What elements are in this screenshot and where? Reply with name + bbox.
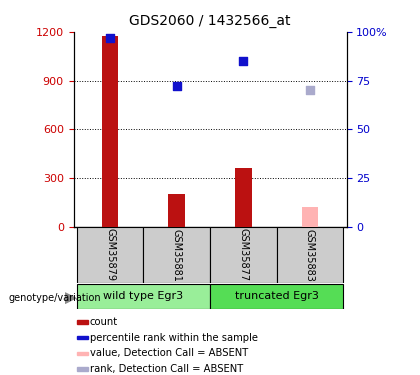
Polygon shape: [65, 293, 76, 303]
Text: GSM35883: GSM35883: [305, 228, 315, 281]
Bar: [77, 227, 143, 283]
Point: [240, 58, 247, 64]
Bar: [77, 367, 88, 370]
Point: [307, 87, 313, 93]
Point: [107, 34, 113, 40]
Bar: [210, 227, 277, 283]
Bar: [210, 284, 343, 309]
Bar: [168, 194, 185, 227]
Bar: [235, 168, 252, 227]
Text: GSM35879: GSM35879: [105, 228, 115, 282]
Text: rank, Detection Call = ABSENT: rank, Detection Call = ABSENT: [90, 364, 243, 374]
Bar: [77, 336, 88, 339]
Text: GSM35881: GSM35881: [172, 228, 182, 281]
Title: GDS2060 / 1432566_at: GDS2060 / 1432566_at: [129, 14, 291, 28]
Text: GSM35877: GSM35877: [238, 228, 248, 282]
Text: wild type Egr3: wild type Egr3: [103, 291, 184, 301]
Bar: [302, 207, 318, 227]
Bar: [277, 227, 343, 283]
Bar: [77, 320, 88, 324]
Text: count: count: [90, 317, 118, 327]
Bar: [77, 284, 210, 309]
Point: [173, 82, 180, 88]
Text: truncated Egr3: truncated Egr3: [235, 291, 318, 301]
Bar: [77, 352, 88, 355]
Bar: [102, 36, 118, 227]
Bar: [143, 227, 210, 283]
Text: value, Detection Call = ABSENT: value, Detection Call = ABSENT: [90, 348, 248, 358]
Text: percentile rank within the sample: percentile rank within the sample: [90, 333, 258, 343]
Text: genotype/variation: genotype/variation: [8, 293, 101, 303]
